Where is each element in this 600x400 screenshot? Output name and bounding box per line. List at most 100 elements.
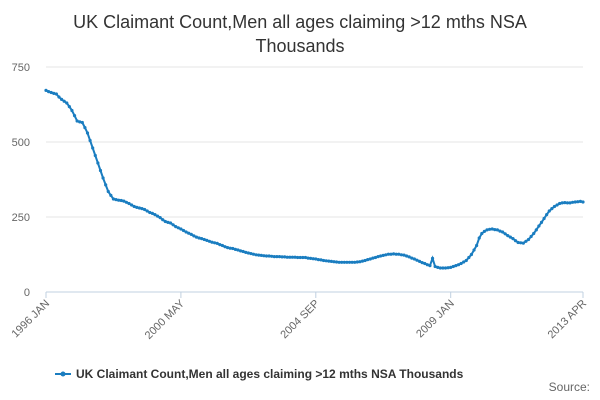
data-point [150, 211, 154, 215]
data-point [101, 176, 105, 180]
data-point [174, 225, 178, 229]
data-point [246, 251, 250, 255]
data-point [402, 253, 406, 257]
data-point [425, 263, 429, 267]
data-point [200, 237, 204, 241]
data-point [412, 257, 416, 261]
data-point [381, 253, 385, 257]
data-point [46, 90, 51, 94]
data-point [464, 258, 468, 263]
data-point [137, 206, 141, 210]
data-point [384, 253, 388, 257]
data-point [521, 241, 525, 245]
data-point [415, 258, 419, 262]
data-point [482, 229, 487, 233]
data-point [321, 258, 326, 263]
data-point [430, 256, 435, 260]
data-point [532, 231, 536, 236]
source: Source: [549, 380, 590, 394]
data-point [373, 255, 378, 260]
data-point [262, 254, 266, 258]
data-point [459, 261, 463, 266]
data-point [436, 265, 440, 269]
data-point [127, 201, 131, 206]
data-point [168, 221, 173, 225]
data-point [433, 264, 437, 269]
data-point [441, 266, 445, 270]
data-point [404, 254, 409, 258]
data-point [545, 213, 549, 217]
data-point [54, 92, 58, 96]
data-point [392, 252, 396, 256]
data-point [62, 99, 66, 103]
data-point [376, 255, 380, 259]
data-point [407, 255, 411, 259]
chart-title: UK Claimant Count,Men all ages claiming … [73, 12, 527, 56]
data-point [223, 245, 227, 249]
data-point [355, 260, 359, 264]
data-point [490, 227, 494, 231]
data-point [202, 237, 206, 242]
data-point [506, 234, 510, 238]
data-point [194, 235, 199, 239]
data-point [534, 228, 538, 232]
data-point [189, 232, 193, 236]
data-point [244, 250, 248, 254]
data-point [417, 259, 422, 263]
data-point [215, 241, 219, 245]
data-point [96, 161, 100, 165]
data-point [78, 120, 82, 124]
data-point [456, 263, 461, 267]
data-point [106, 189, 110, 194]
data-point [576, 200, 580, 204]
data-point [573, 200, 577, 204]
data-point [270, 254, 274, 258]
data-point [472, 248, 476, 252]
data-point [399, 253, 404, 257]
data-point [44, 88, 48, 92]
data-point [264, 254, 269, 258]
data-point [498, 229, 502, 233]
data-point [85, 131, 90, 135]
data-point [158, 216, 162, 220]
data-point [91, 146, 95, 150]
data-point [423, 261, 427, 266]
data-point [88, 138, 92, 143]
data-point [145, 209, 149, 213]
data-point [283, 255, 287, 259]
data-point [104, 183, 108, 187]
data-point [267, 254, 271, 258]
data-point [558, 201, 562, 206]
data-point [257, 253, 261, 257]
data-point [462, 260, 466, 264]
data-point [142, 207, 147, 212]
data-point [542, 216, 546, 221]
data-point [337, 260, 341, 264]
data-point [205, 238, 209, 242]
data-point [539, 220, 544, 224]
data-point [272, 255, 276, 259]
data-point [132, 204, 136, 209]
data-point [443, 266, 448, 270]
data-point [334, 260, 339, 264]
data-point [218, 243, 222, 247]
data-point [259, 253, 263, 257]
data-point [324, 259, 328, 263]
data-point [495, 228, 499, 232]
data-point [163, 219, 167, 224]
data-point [550, 207, 554, 211]
data-point [500, 230, 505, 234]
data-point [454, 264, 458, 268]
data-point [485, 228, 489, 232]
data-point [488, 227, 492, 231]
data-point [342, 260, 346, 264]
data-point [285, 255, 289, 259]
data-point [508, 235, 512, 239]
data-point [228, 246, 232, 250]
data-point [280, 255, 284, 259]
data-point [254, 253, 258, 257]
data-point [65, 101, 69, 105]
data-point [529, 234, 533, 239]
data-point [519, 241, 523, 245]
